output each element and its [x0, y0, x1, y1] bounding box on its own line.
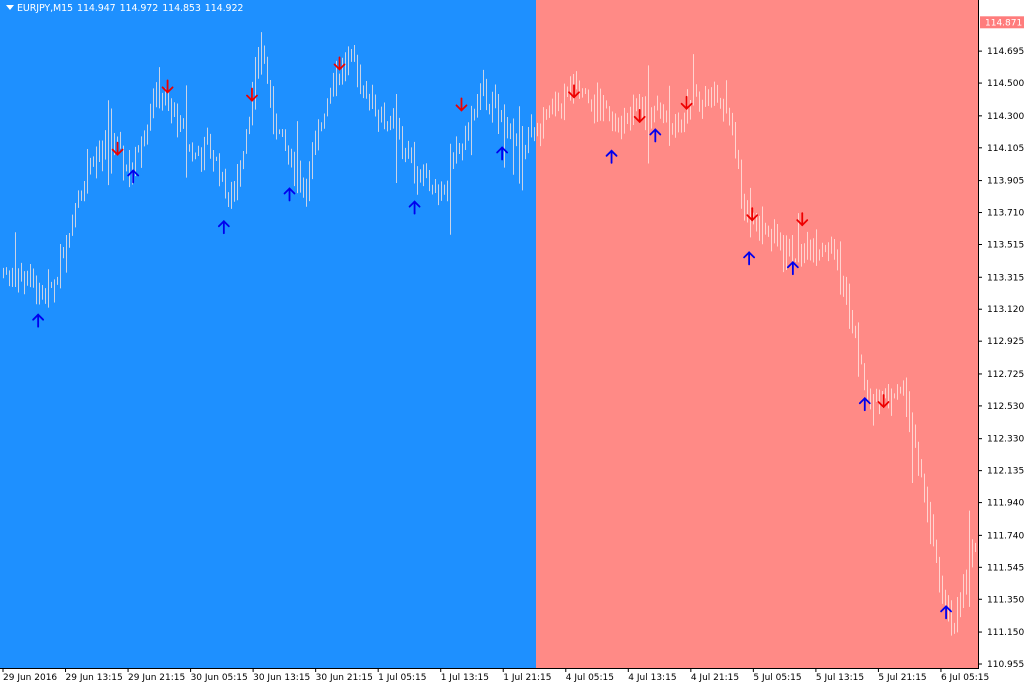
price-tick-label: 113.710	[987, 209, 1024, 219]
down-arrow-icon	[111, 141, 124, 156]
price-tick-label: 111.150	[987, 628, 1024, 638]
up-arrow-icon	[940, 605, 952, 620]
price-tick-label: 112.530	[987, 402, 1024, 412]
up-arrow-icon	[649, 128, 662, 143]
time-axis: 29 Jun 2016 29 Jun 13:15 29 Jun 21:15 30 Ju…	[2, 668, 989, 683]
price-tick-label: 114.105	[987, 144, 1024, 154]
time-tick-label: 1 Jul 21:15	[503, 673, 551, 683]
signal-arrows	[32, 56, 952, 620]
price-tick-label: 112.925	[987, 337, 1024, 347]
time-tick-label: 4 Jul 13:15	[628, 673, 676, 683]
down-arrow-icon	[161, 79, 174, 94]
down-arrow-icon	[746, 207, 759, 222]
dropdown-triangle-icon[interactable]	[6, 5, 14, 10]
down-arrow-icon	[568, 84, 580, 99]
time-tick-label: 29 Jun 13:15	[66, 673, 123, 683]
ohlc-bars	[3, 32, 976, 636]
down-arrow-icon	[796, 212, 809, 227]
up-arrow-icon	[858, 396, 871, 412]
chart-header: EURJPY,M15 114.947 114.972 114.853 114.922	[6, 3, 247, 14]
price-tick-label: 113.515	[987, 240, 1024, 250]
price-tick-label: 113.120	[987, 305, 1024, 315]
price-tick-label: 113.315	[987, 273, 1024, 283]
up-arrow-icon	[127, 169, 140, 184]
price-tick-label: 111.545	[987, 563, 1024, 573]
price-tick-label: 112.135	[987, 467, 1024, 477]
time-tick-label: 5 Jul 13:15	[816, 673, 864, 683]
plot-background-blue	[0, 0, 536, 668]
up-arrow-icon	[605, 149, 618, 164]
time-tick-label: 29 Jun 2016	[3, 673, 57, 683]
open-price: 114.947	[77, 3, 116, 14]
price-tick-label: 111.350	[987, 595, 1024, 605]
price-tick-label: 110.955	[987, 660, 1024, 670]
up-arrow-icon	[32, 313, 45, 328]
price-tick-label: 111.740	[987, 531, 1024, 541]
price-axis: 114.695 114.500 114.300 114.105 113.905 113.7…	[978, 47, 1024, 670]
current-price-label-background	[980, 16, 1024, 29]
time-tick-label: 30 Jun 13:15	[253, 673, 310, 683]
time-tick-label: 5 Jul 05:15	[753, 673, 801, 683]
time-tick-label: 5 Jul 21:15	[878, 673, 926, 683]
low-price: 114.853	[162, 3, 201, 14]
time-tick-label: 4 Jul 05:15	[566, 673, 614, 683]
high-price: 114.972	[119, 3, 159, 14]
price-tick-label: 112.330	[987, 435, 1024, 445]
up-arrow-icon	[283, 187, 296, 202]
down-arrow-icon	[633, 108, 646, 124]
down-arrow-icon	[246, 87, 258, 102]
price-tick-label: 114.300	[987, 112, 1024, 122]
down-arrow-icon	[680, 95, 693, 111]
time-tick-label: 30 Jun 21:15	[316, 673, 373, 683]
time-tick-label: 30 Jun 05:15	[191, 673, 248, 683]
price-tick-label: 113.905	[987, 177, 1024, 187]
current-price-label: 114.871	[985, 18, 1022, 28]
up-arrow-icon	[743, 251, 756, 266]
down-arrow-icon	[333, 56, 346, 71]
time-tick-label: 6 Jul 05:15	[941, 673, 989, 683]
plot-background-red	[536, 0, 978, 668]
close-price: 114.922	[204, 3, 244, 14]
price-tick-label: 114.695	[987, 47, 1024, 57]
down-arrow-icon	[877, 394, 890, 409]
current-price-marker: 114.871	[980, 16, 1024, 29]
down-arrow-icon	[455, 97, 468, 112]
price-tick-label: 114.500	[987, 79, 1024, 89]
price-tick-label: 111.940	[987, 499, 1024, 509]
up-arrow-icon	[408, 200, 421, 215]
up-arrow-icon	[496, 146, 509, 161]
time-tick-label: 29 Jun 21:15	[128, 673, 185, 683]
up-arrow-icon	[217, 220, 230, 235]
up-arrow-icon	[786, 260, 799, 276]
symbol-timeframe: EURJPY,M15	[17, 3, 73, 14]
time-tick-label: 1 Jul 05:15	[378, 673, 426, 683]
time-tick-label: 4 Jul 21:15	[691, 673, 739, 683]
time-tick-label: 1 Jul 13:15	[441, 673, 489, 683]
price-tick-label: 112.725	[987, 370, 1024, 380]
